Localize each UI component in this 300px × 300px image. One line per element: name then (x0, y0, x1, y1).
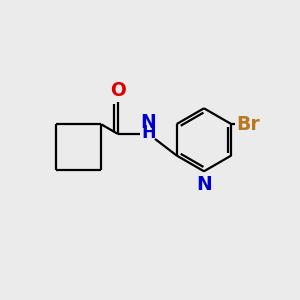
Text: N: N (141, 113, 156, 133)
Text: H: H (141, 124, 156, 142)
Text: N: N (196, 175, 212, 194)
Text: O: O (110, 80, 126, 100)
Text: Br: Br (236, 115, 260, 134)
